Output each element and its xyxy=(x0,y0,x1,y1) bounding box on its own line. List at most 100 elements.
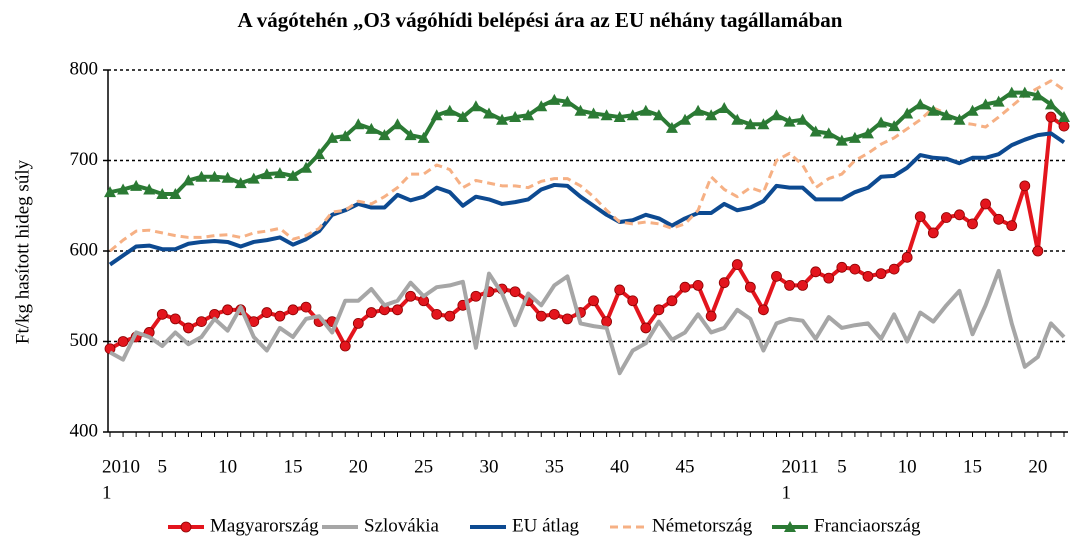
point xyxy=(405,290,416,302)
x-tick-label: 15 xyxy=(283,456,302,477)
point xyxy=(1032,245,1044,257)
point xyxy=(1018,86,1031,98)
point xyxy=(378,129,391,141)
legend-label: Magyarország xyxy=(210,515,319,536)
point xyxy=(208,170,221,182)
point xyxy=(601,316,613,327)
point xyxy=(927,227,939,239)
point xyxy=(365,122,378,134)
point xyxy=(967,218,978,230)
point xyxy=(404,129,417,141)
point xyxy=(431,308,443,320)
point xyxy=(548,93,561,105)
point xyxy=(143,183,156,195)
point xyxy=(365,307,377,318)
point xyxy=(574,104,587,116)
y-tick-label: 500 xyxy=(70,330,99,351)
x-tick-label: 15 xyxy=(963,456,982,477)
point xyxy=(718,277,730,289)
point xyxy=(261,307,273,318)
point xyxy=(117,183,130,195)
point xyxy=(796,113,809,125)
point xyxy=(771,270,782,282)
point xyxy=(705,310,717,322)
point xyxy=(1031,89,1044,101)
point xyxy=(339,340,351,352)
point xyxy=(692,104,705,116)
point xyxy=(286,169,299,181)
point xyxy=(234,177,247,189)
point xyxy=(966,104,979,116)
point xyxy=(482,107,495,119)
point xyxy=(744,281,756,293)
series-line xyxy=(109,268,1066,376)
point xyxy=(195,170,208,182)
x-tick-label: 40 xyxy=(610,456,629,477)
point xyxy=(391,118,404,130)
point xyxy=(339,130,352,142)
point xyxy=(588,295,599,307)
point xyxy=(561,95,574,107)
point xyxy=(692,279,704,291)
x-tick-label: 10 xyxy=(218,456,237,477)
point xyxy=(392,304,403,316)
point xyxy=(509,111,522,123)
point xyxy=(535,100,548,112)
point xyxy=(705,109,718,121)
point xyxy=(196,316,207,327)
point xyxy=(1058,111,1070,123)
legend-label: EU átlag xyxy=(512,515,580,536)
point xyxy=(1019,180,1031,192)
point xyxy=(548,308,560,320)
x-tick-label: 5 xyxy=(158,456,168,477)
point xyxy=(927,104,940,116)
point xyxy=(861,127,874,139)
chart-title: A vágótehén „O3 vágóhídi belépési ára az… xyxy=(238,8,843,32)
point xyxy=(130,179,143,191)
point xyxy=(587,107,600,119)
point xyxy=(652,109,665,121)
point xyxy=(744,118,757,130)
y-tick-label: 400 xyxy=(70,420,99,441)
point xyxy=(300,301,312,313)
point xyxy=(496,113,509,125)
point xyxy=(940,109,953,121)
point xyxy=(992,95,1005,107)
point xyxy=(247,172,260,184)
point xyxy=(221,171,234,183)
point xyxy=(665,121,678,133)
y-tick-label: 800 xyxy=(70,58,99,79)
point xyxy=(784,279,795,291)
x-group-label: 2010 xyxy=(102,456,140,477)
point xyxy=(770,109,783,121)
y-tick-label: 700 xyxy=(70,149,99,170)
point xyxy=(914,211,926,223)
point xyxy=(758,304,769,316)
point xyxy=(1044,98,1057,110)
point xyxy=(456,111,469,123)
legend-marker xyxy=(180,521,192,533)
legend-label: Franciaország xyxy=(814,515,921,536)
series-line xyxy=(109,79,1065,253)
point xyxy=(627,295,639,307)
point xyxy=(183,322,194,334)
series-markers xyxy=(104,86,1070,199)
point xyxy=(313,148,326,160)
point xyxy=(169,313,181,325)
x-tick-label: 20 xyxy=(1028,456,1047,477)
point xyxy=(443,104,456,116)
point xyxy=(430,109,443,121)
x-tick-label: 45 xyxy=(676,456,695,477)
point xyxy=(561,313,573,325)
x-tick-label: 20 xyxy=(349,456,368,477)
point xyxy=(626,109,639,121)
point xyxy=(444,310,456,322)
point xyxy=(809,125,822,137)
point xyxy=(1005,86,1018,98)
legend-marker xyxy=(784,521,796,532)
point xyxy=(1045,111,1057,123)
point xyxy=(169,187,182,199)
point xyxy=(823,272,835,284)
x-group-label: 2011 xyxy=(782,456,819,477)
point xyxy=(470,290,482,302)
